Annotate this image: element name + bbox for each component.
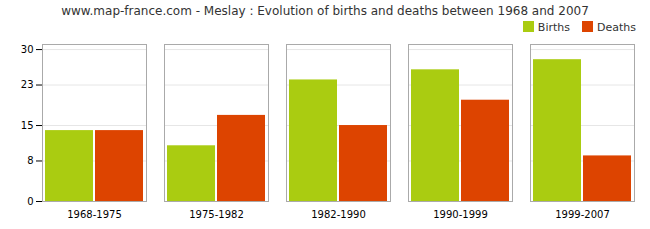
svg-text:1990-1999: 1990-1999	[433, 209, 488, 220]
svg-text:15: 15	[21, 120, 34, 131]
html-text:Deaths: Deaths	[597, 21, 636, 34]
svg-text:0: 0	[27, 196, 33, 207]
html-text:www.map-france.com - Meslay :: www.map-france.com - Meslay : Evolution …	[61, 4, 589, 18]
svg-text:1968-1975: 1968-1975	[67, 209, 122, 220]
svg-text:8: 8	[27, 155, 33, 166]
svg-text:1982-1990: 1982-1990	[311, 209, 366, 220]
svg-text:1975-1982: 1975-1982	[189, 209, 244, 220]
svg-text:1999-2007: 1999-2007	[555, 209, 610, 220]
svg-text:30: 30	[21, 44, 34, 55]
html-text:Births: Births	[537, 21, 570, 34]
svg-text:23: 23	[21, 79, 34, 90]
